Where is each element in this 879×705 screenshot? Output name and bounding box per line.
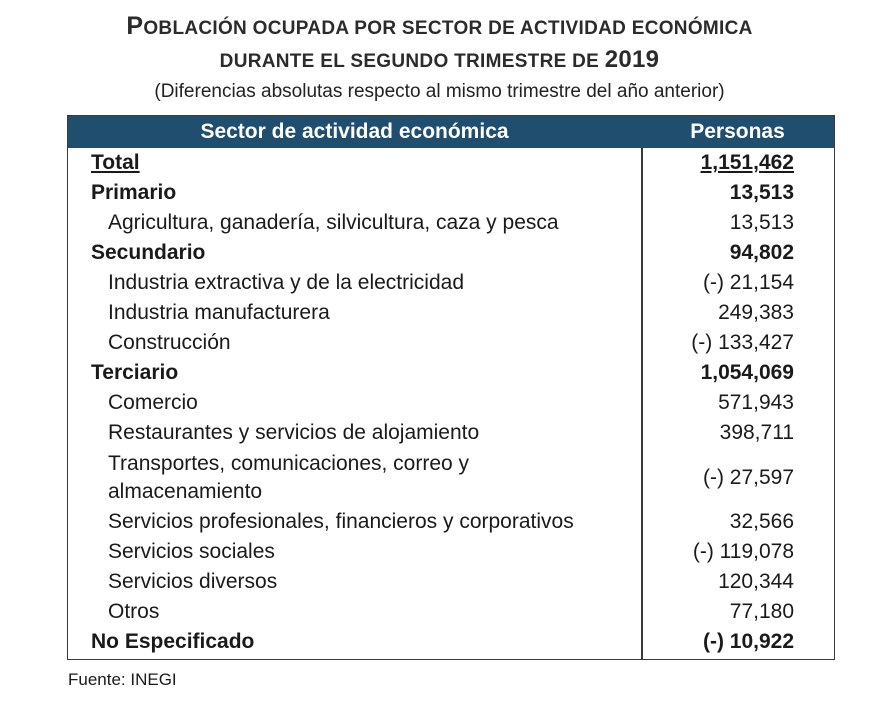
table-row: Agricultura, ganadería, silvicultura, ca… [68, 208, 834, 238]
table-row-secundario: Secundario 94,802 [68, 238, 834, 268]
row-label: Terciario [91, 361, 179, 384]
row-value: 32,566 [729, 510, 794, 533]
row-label: Transportes, comunicaciones, correo y al… [108, 451, 470, 503]
row-value-text: 1,151,462 [700, 151, 794, 174]
row-label: No Especificado [91, 630, 255, 653]
table-row-terciario: Terciario 1,054,069 [68, 358, 834, 388]
table-row-total: Total 1,151,462 [68, 148, 834, 178]
title-line1-text: OBLACIÓN OCUPADA POR SECTOR DE ACTIVIDAD… [143, 18, 753, 39]
table-row: Servicios diversos 120,344 [68, 567, 834, 597]
title-initial: P [126, 12, 144, 40]
row-value: 94,802 [729, 241, 794, 264]
row-value: 120,344 [718, 570, 794, 593]
table-row-primario: Primario 13,513 [68, 178, 834, 208]
title-year: 2019 [604, 46, 660, 73]
row-label: Industria extractiva y de la electricida… [108, 271, 465, 294]
header-persons: Personas [690, 120, 785, 143]
table-row: Servicios sociales (-) 119,078 [68, 537, 834, 567]
source-note: Fuente: INEGI [68, 670, 177, 689]
row-label: Industria manufacturera [108, 301, 330, 324]
table-row-no-especificado: No Especificado (-) 10,922 [68, 627, 834, 657]
row-value: (-) 10,922 [702, 630, 794, 653]
row-label: Comercio [108, 391, 198, 414]
row-value: 571,943 [718, 391, 794, 414]
header-sector: Sector de actividad económica [200, 120, 509, 143]
title-line2-text: DURANTE EL SEGUNDO TRIMESTRE DE [219, 51, 605, 72]
table-body: Total 1,151,462 Primario 13,513 Agricult… [68, 148, 834, 657]
table-header-row: Sector de actividad económica Personas [68, 116, 834, 148]
table-row: Construcción (-) 133,427 [68, 328, 834, 358]
row-value: 1,054,069 [700, 361, 794, 384]
row-label: Servicios sociales [108, 540, 275, 563]
row-label: Otros [108, 600, 160, 623]
row-value: (-) 21,154 [702, 271, 794, 294]
row-value: (-) 27,597 [702, 465, 794, 489]
table-row: Industria extractiva y de la electricida… [68, 268, 834, 298]
row-label: Secundario [91, 241, 206, 264]
row-label: Total [91, 148, 140, 178]
row-label: Servicios profesionales, financieros y c… [108, 510, 574, 533]
row-value: 13,513 [729, 211, 794, 234]
table-row: Transportes, comunicaciones, correo y al… [68, 448, 834, 507]
row-label: Agricultura, ganadería, silvicultura, ca… [108, 211, 559, 234]
table-row: Otros 77,180 [68, 597, 834, 627]
row-value: 13,513 [729, 181, 794, 204]
table-row: Servicios profesionales, financieros y c… [68, 507, 834, 537]
data-table: Sector de actividad económica Personas T… [67, 115, 835, 660]
column-divider [641, 148, 643, 659]
document-title-line1: POBLACIÓN OCUPADA POR SECTOR DE ACTIVIDA… [0, 12, 879, 41]
document-title-line2: DURANTE EL SEGUNDO TRIMESTRE DE 2019 [0, 46, 879, 74]
document-subtitle: (Diferencias absolutas respecto al mismo… [154, 81, 725, 102]
row-value: 77,180 [729, 600, 794, 623]
row-label: Restaurantes y servicios de alojamiento [108, 421, 480, 444]
row-value: 398,711 [719, 421, 794, 444]
row-label: Primario [91, 181, 177, 204]
row-value: (-) 133,427 [691, 331, 794, 354]
row-value: (-) 119,078 [692, 540, 794, 563]
table-row: Restaurantes y servicios de alojamiento … [68, 418, 834, 448]
table-row: Industria manufacturera 249,383 [68, 298, 834, 328]
row-value: 249,383 [718, 301, 794, 324]
table-row: Comercio 571,943 [68, 388, 834, 418]
row-label: Servicios diversos [108, 570, 278, 593]
row-label-text: Total [91, 151, 140, 174]
row-value: 1,151,462 [701, 148, 794, 178]
row-label: Construcción [108, 331, 231, 354]
